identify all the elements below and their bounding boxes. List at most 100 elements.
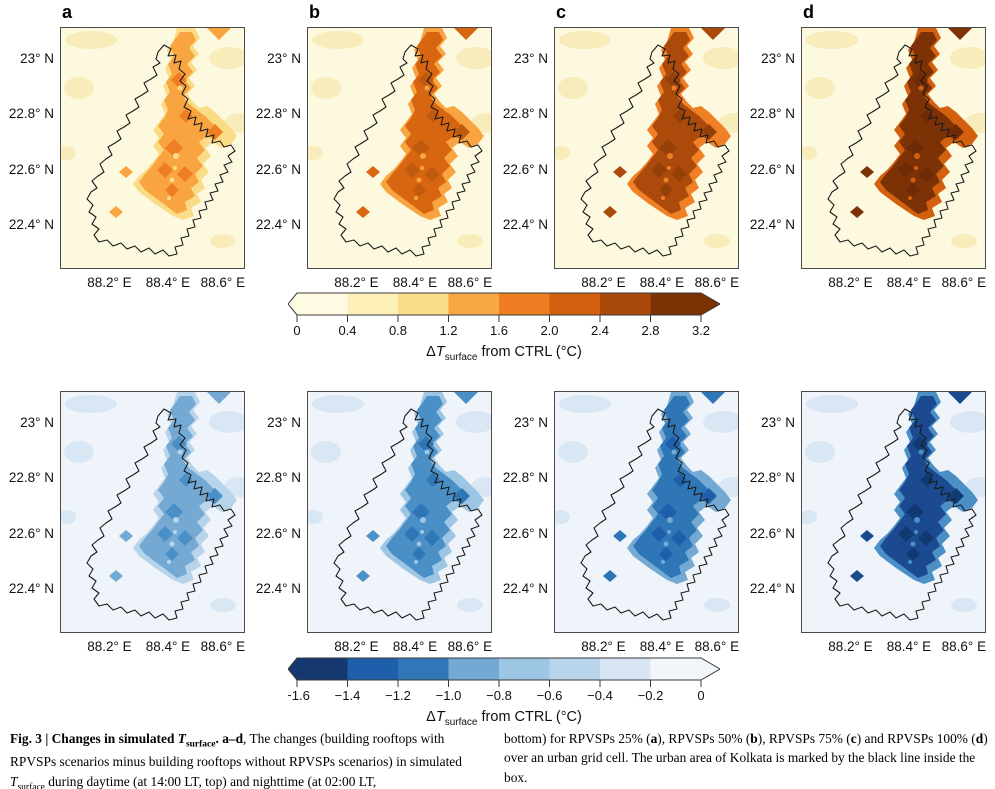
y-tick-label: 22.8° N (255, 106, 301, 121)
y-tick-label: 22.4° N (255, 581, 301, 596)
map-panel-day-a: a 23° N 22.8° N 22.6° N 22.4° N (8, 2, 247, 293)
y-tick-label: 22.6° N (749, 162, 795, 177)
svg-text:−0.8: −0.8 (486, 688, 512, 703)
map-panel-night-a: 23° N 22.8° N 22.6° N 22.4° N (8, 366, 247, 657)
y-axis-labels: 23° N 22.8° N 22.6° N 22.4° N (255, 391, 307, 631)
colorbar-day-scale: 0 0.4 0.8 1.2 1.6 2.0 2.4 2.8 3.2 (287, 292, 721, 343)
svg-text:−0.6: −0.6 (537, 688, 563, 703)
scattered-anomaly-spots (356, 28, 478, 218)
map-background (61, 28, 244, 268)
x-axis-labels: 88.2° E 88.4° E 88.6° E (554, 269, 739, 293)
y-tick-label: 23° N (20, 51, 54, 66)
kolkata-outline (86, 408, 236, 621)
kolkata-outline (333, 408, 483, 621)
daytime-panel-row: a 23° N 22.8° N 22.6° N 22.4° N (8, 2, 995, 293)
y-tick-label: 22.8° N (502, 470, 548, 485)
y-tick-label: 22.8° N (8, 470, 54, 485)
colorbar-night-label: ΔTsurface from CTRL (°C) (426, 709, 582, 728)
x-tick-label: 88.6° E (447, 275, 493, 290)
map-panel-night-c: 23° N 22.8° N 22.6° N 22.4° N (502, 366, 741, 657)
map-panel-day-c: c 23° N 22.8° N 22.6° N 22.4° N (502, 2, 741, 293)
map-background (555, 28, 738, 268)
svg-text:−0.2: −0.2 (638, 688, 664, 703)
svg-text:0.4: 0.4 (338, 323, 356, 338)
kolkata-outline (580, 408, 730, 621)
x-tick-label: 88.2° E (828, 275, 873, 290)
map-plot-area (801, 391, 986, 633)
map-plot-area (554, 391, 739, 633)
anomaly-core-contours (157, 72, 223, 197)
svg-text:3.2: 3.2 (692, 323, 710, 338)
map-plot-area (554, 27, 739, 269)
y-axis-labels: 23° N 22.8° N 22.6° N 22.4° N (749, 391, 801, 631)
svg-text:2.0: 2.0 (540, 323, 558, 338)
x-axis-labels: 88.2° E 88.4° E 88.6° E (307, 633, 492, 657)
y-tick-label: 23° N (761, 51, 795, 66)
y-tick-label: 23° N (267, 415, 301, 430)
svg-text:−1.6: −1.6 (288, 688, 310, 703)
background-patches (61, 395, 244, 612)
y-tick-label: 23° N (514, 51, 548, 66)
x-tick-label: 88.4° E (145, 275, 191, 290)
map-panel-night-d: 23° N 22.8° N 22.6° N 22.4° N (749, 366, 988, 657)
panel-letter: d (803, 2, 814, 22)
svg-text:0.8: 0.8 (389, 323, 407, 338)
background-patches (308, 395, 491, 612)
x-tick-label: 88.2° E (828, 639, 873, 654)
y-tick-label: 22.4° N (8, 217, 54, 232)
map-background (802, 28, 985, 268)
svg-text:−1.4: −1.4 (335, 688, 361, 703)
map-background (555, 392, 738, 632)
y-tick-label: 22.4° N (8, 581, 54, 596)
y-axis-labels: 23° N 22.8° N 22.6° N 22.4° N (502, 27, 554, 267)
contour-holes (661, 449, 677, 564)
y-tick-label: 22.4° N (749, 581, 795, 596)
svg-text:2.8: 2.8 (641, 323, 659, 338)
contour-holes (661, 85, 677, 200)
map-background (308, 392, 491, 632)
caption-left-column: Fig. 3 | Changes in simulated Tsurface. … (10, 731, 462, 789)
scattered-anomaly-spots (850, 392, 972, 582)
kolkata-outline (86, 44, 236, 257)
map-plot-area (307, 27, 492, 269)
map-svg (802, 392, 985, 632)
y-tick-label: 23° N (20, 415, 54, 430)
contour-holes (414, 85, 430, 200)
scattered-anomaly-spots (109, 28, 231, 218)
x-axis-labels: 88.2° E 88.4° E 88.6° E (307, 269, 493, 293)
colorbar-day: 0 0.4 0.8 1.2 1.6 2.0 2.4 2.8 3.2 ΔTsurface from… (287, 292, 721, 363)
x-tick-label: 88.2° E (87, 639, 132, 654)
y-tick-label: 22.6° N (502, 162, 548, 177)
panel-letter: a (62, 2, 73, 22)
y-tick-label: 22.4° N (502, 581, 548, 596)
scattered-anomaly-spots (603, 392, 725, 582)
x-tick-label: 88.6° E (694, 639, 740, 654)
x-axis-labels: 88.2° E 88.4° E 88.6° E (60, 633, 245, 657)
y-tick-label: 22.6° N (502, 526, 548, 541)
map-background (802, 392, 985, 632)
y-tick-label: 22.8° N (255, 470, 301, 485)
x-axis-labels: 88.2° E 88.4° E 88.6° E (801, 633, 986, 657)
x-tick-label: 88.2° E (334, 275, 379, 290)
x-tick-label: 88.6° E (941, 275, 987, 290)
map-background (308, 28, 491, 268)
map-plot-area (801, 27, 986, 269)
svg-text:−1.0: −1.0 (436, 688, 462, 703)
map-svg (308, 28, 491, 268)
map-plot-area (60, 27, 245, 269)
x-axis-labels: 88.2° E 88.4° E 88.6° E (554, 633, 740, 657)
svg-text:0: 0 (697, 688, 704, 703)
y-tick-label: 23° N (761, 415, 795, 430)
contour-holes (414, 449, 430, 564)
map-background (61, 392, 244, 632)
y-axis-labels: 23° N 22.8° N 22.6° N 22.4° N (749, 27, 801, 267)
y-tick-label: 22.8° N (8, 106, 54, 121)
y-axis-labels: 23° N 22.8° N 22.6° N 22.4° N (8, 391, 60, 631)
map-svg (61, 28, 244, 268)
colorbar-day-label: ΔTsurface from CTRL (°C) (426, 344, 582, 363)
scattered-anomaly-spots (356, 392, 478, 582)
contour-holes (908, 85, 924, 200)
y-tick-label: 23° N (267, 51, 301, 66)
x-tick-label: 88.4° E (639, 275, 685, 290)
background-patches (555, 395, 738, 612)
